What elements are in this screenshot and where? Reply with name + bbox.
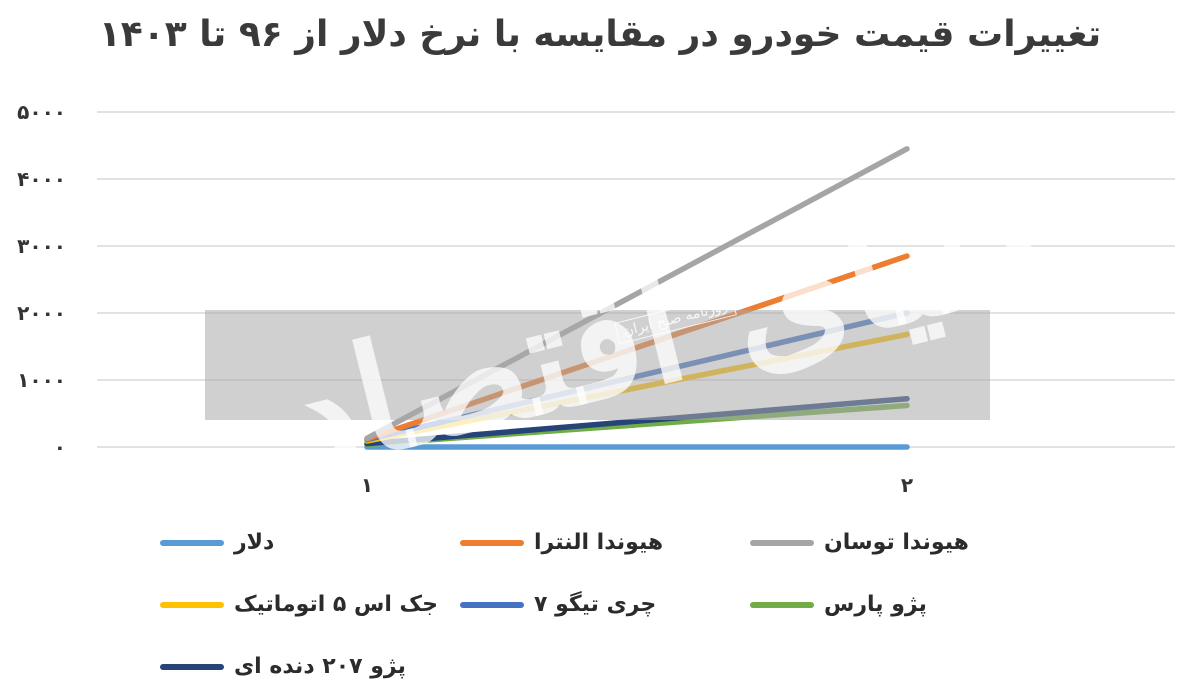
y-tick-label: ۴۰۰۰: [17, 167, 66, 191]
y-tick-labels: ۰ ۱۰۰۰ ۲۰۰۰ ۳۰۰۰ ۴۰۰۰ ۵۰۰۰: [17, 100, 66, 459]
y-tick-label: ۵۰۰۰: [17, 100, 66, 124]
legend-item: چری تیگو ۷: [460, 592, 656, 617]
legend-label: چری تیگو ۷: [534, 592, 657, 617]
legend-label: جک اس ۵ اتوماتیک: [234, 592, 438, 617]
legend-label: پژو پارس: [824, 592, 927, 617]
watermark-band: [205, 310, 990, 420]
legend-item: هیوندا النترا: [460, 530, 663, 555]
legend-swatch: [460, 539, 524, 546]
y-tick-label: ۰: [54, 435, 66, 459]
legend-item: پژو ۲۰۷ دنده ای: [160, 654, 406, 679]
legend-swatch: [160, 539, 224, 546]
y-tick-label: ۳۰۰۰: [17, 234, 66, 258]
y-tick-label: ۲۰۰۰: [17, 301, 66, 325]
y-tick-label: ۱۰۰۰: [17, 368, 66, 392]
legend-swatch: [750, 601, 814, 608]
chart-title: تغییرات قیمت خودرو در مقایسه با نرخ دلار…: [98, 14, 1102, 55]
x-tick-label: ۲: [901, 473, 913, 497]
legend-label: پژو ۲۰۷ دنده ای: [234, 654, 406, 679]
legend-item: پژو پارس: [750, 592, 927, 617]
legend-swatch: [750, 539, 814, 546]
legend-label: هیوندا النترا: [534, 530, 664, 555]
x-tick-label: ۱: [361, 473, 373, 497]
legend-swatch: [160, 601, 224, 608]
legend-item: هیوندا توسان: [750, 530, 969, 555]
legend-item: جک اس ۵ اتوماتیک: [160, 592, 438, 617]
legend-swatch: [160, 663, 224, 670]
legend-item: دلار: [160, 530, 274, 555]
legend-label: دلار: [234, 530, 275, 555]
legend-swatch: [460, 601, 524, 608]
legend-label: هیوندا توسان: [824, 530, 969, 555]
